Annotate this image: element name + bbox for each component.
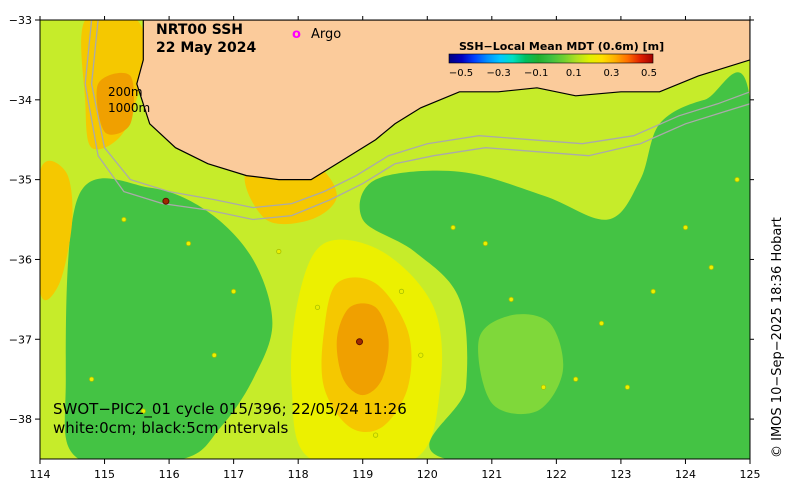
x-tick-label: 125 [740,468,761,481]
swot-point [398,288,405,294]
ssh-region [96,72,135,135]
x-tick-label: 123 [610,468,631,481]
ssh-region [336,303,389,396]
swot-point [708,264,714,270]
colorbar-tick-label: 0.5 [641,68,657,79]
bathy-1000m-contour [84,20,750,221]
ssh-region [64,178,273,459]
colorbar-title: SSH−Local Mean MDT (0.6m) [m] [459,40,664,53]
x-tick-label: 116 [159,468,180,481]
swot-point [185,240,192,247]
argo-float [162,197,170,205]
y-axis: −33 −34 −35 −36 −37 −38 [9,14,754,426]
ssh-region [40,160,73,301]
y-tick-label: −38 [9,413,32,426]
swot-point [734,177,740,183]
swot-point [682,224,689,231]
colorbar-ticks: −0.5 −0.3 −0.1 0.1 0.3 0.5 [449,68,657,79]
bathy-200m-contour [90,20,750,209]
ssh-region [478,314,564,415]
title-line-2: 22 May 2024 [156,40,257,56]
swot-point [231,288,237,294]
x-tick-label: 124 [675,468,696,481]
x-tick-label: 115 [94,468,115,481]
imos-credit: © IMOS 10−Sep−2025 18:36 Hobart [770,217,785,458]
x-tick-label: 121 [481,468,502,481]
x-tick-label: 118 [288,468,309,481]
swot-point [573,376,579,382]
x-tick-label: 114 [30,468,51,481]
colorbar-tick-label: 0.3 [603,68,619,79]
swot-point [540,384,547,390]
y-tick-label: −37 [9,333,32,346]
swot-point [450,224,456,231]
bathy-1000m-label: 1000m [108,101,150,115]
colorbar-tick-label: −0.1 [524,68,548,79]
bathy-200m-label: 200m [108,85,143,99]
x-tick-label: 122 [546,468,567,481]
swot-point [211,352,217,358]
swot-point [121,216,127,223]
swot-point [140,408,146,414]
swot-point [482,240,488,247]
ssh-region [359,72,750,459]
x-tick-label: 117 [223,468,244,481]
swot-points-layer [89,177,740,438]
swot-annotation-line-2: white:0cm; black:5cm intervals [53,419,289,437]
colorbar-tick-label: −0.5 [449,68,473,79]
argo-float [356,338,363,346]
plot-frame [39,19,751,460]
argo-float-layer [162,197,363,346]
argo-legend-icon: o [292,27,301,42]
colorbar-bar [448,53,654,64]
x-axis: 114 115 116 117 118 119 120 121 122 123 124 125 [30,16,761,481]
swot-point [276,248,282,255]
y-tick-label: −34 [9,94,32,107]
x-tick-label: 120 [417,468,438,481]
argo-legend-label: Argo [311,27,341,42]
bathymetry-layer [84,20,750,221]
title-line-1: NRT00 SSH [156,22,243,38]
swot-annotation-line-1: SWOT−PIC2_01 cycle 015/396; 22/05/24 11:… [53,400,407,419]
swot-point [598,320,605,326]
swot-point [624,384,631,390]
colorbar-tick-label: 0.1 [566,68,582,79]
swot-point [508,296,514,302]
swot-point [314,304,321,310]
y-tick-label: −36 [9,253,32,266]
swot-point [89,376,95,382]
swot-point [418,352,424,358]
y-tick-label: −35 [9,174,32,187]
y-tick-label: −33 [9,14,32,27]
swot-point [650,288,656,294]
x-tick-label: 119 [352,468,373,481]
colorbar-tick-label: −0.3 [486,68,510,79]
swot-point [372,432,379,438]
